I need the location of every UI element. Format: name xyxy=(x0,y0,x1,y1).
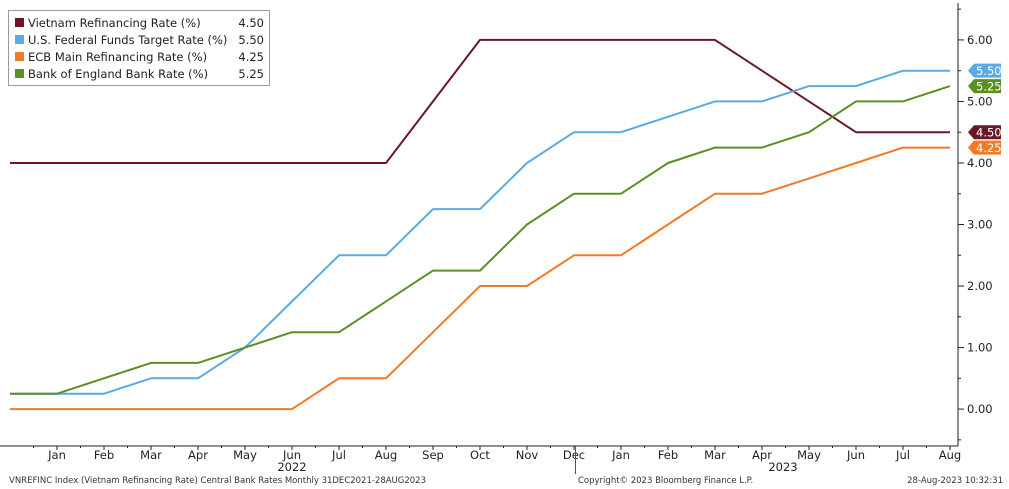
end-label-tag xyxy=(968,125,1001,140)
x-tick-label: Apr xyxy=(188,448,208,462)
y-tick-label: 4.00 xyxy=(967,156,993,170)
x-tick-label: May xyxy=(233,448,257,462)
legend-value: 4.50 xyxy=(238,15,264,30)
legend-item-ecb: ECB Main Refinancing Rate (%) 4.25 xyxy=(15,48,264,65)
footer-source: VNREFINC Index (Vietnam Refinancing Rate… xyxy=(9,476,427,486)
x-tick-label: May xyxy=(797,448,821,462)
legend-swatch xyxy=(15,18,24,27)
end-value-labels: 5.50 5.25 4.504.25 xyxy=(968,63,1002,155)
footer-copyright: Copyright© 2023 Bloomberg Finance L.P. xyxy=(578,476,754,486)
legend-swatch xyxy=(15,52,24,61)
y-tick-label: 5.00 xyxy=(967,94,993,108)
legend-swatch xyxy=(15,35,24,44)
legend-label: Bank of England Bank Rate (%) xyxy=(28,66,209,81)
x-tick-label: Aug xyxy=(375,448,397,462)
x-tick-label: Jun xyxy=(846,448,865,462)
series-lines xyxy=(10,38,951,411)
legend-label: ECB Main Refinancing Rate (%) xyxy=(28,49,208,64)
legend-item-vietnam: Vietnam Refinancing Rate (%) 4.50 xyxy=(15,14,264,31)
x-tick-label: Mar xyxy=(704,448,726,462)
y-tick-label: 6.00 xyxy=(967,33,993,47)
x-tick-label: Aug xyxy=(939,448,961,462)
legend-swatch xyxy=(15,69,24,78)
legend-label: U.S. Federal Funds Target Rate (%) xyxy=(28,32,228,47)
legend-value: 5.25 xyxy=(238,66,264,81)
legend-item-us-fed: U.S. Federal Funds Target Rate (%) 5.50 xyxy=(15,31,264,48)
end-label-text: 5.50 xyxy=(976,64,1002,78)
x-tick-label: Nov xyxy=(516,448,539,462)
series-line-3 xyxy=(10,85,951,395)
end-label-text: 4.50 xyxy=(976,126,1002,140)
x-year-label: 2022 xyxy=(277,460,306,474)
x-tick-label: Jan xyxy=(611,448,630,462)
end-label-text: 4.25 xyxy=(976,141,1002,155)
x-tick-label: Jul xyxy=(331,448,346,462)
y-tick-label: 2.00 xyxy=(967,279,993,293)
x-tick-label: Dec xyxy=(563,448,585,462)
legend-value: 5.50 xyxy=(238,32,264,47)
x-tick-label: Jan xyxy=(47,448,66,462)
legend: Vietnam Refinancing Rate (%) 4.50 U.S. F… xyxy=(8,10,270,86)
y-tick-label: 1.00 xyxy=(967,341,993,355)
x-tick-label: Apr xyxy=(752,448,772,462)
y-tick-label: 0.00 xyxy=(967,402,993,416)
y-tick-label: 3.00 xyxy=(967,218,993,232)
end-label-tag xyxy=(968,140,1001,155)
legend-value: 4.25 xyxy=(238,49,264,64)
end-label-tag xyxy=(968,63,1001,78)
x-tick-label: Mar xyxy=(140,448,162,462)
x-tick-label: Jul xyxy=(895,448,910,462)
series-line-1 xyxy=(10,69,950,395)
x-year-label: 2023 xyxy=(768,460,797,474)
x-tick-label: Sep xyxy=(422,448,444,462)
x-tick-label: Feb xyxy=(94,448,114,462)
legend-label: Vietnam Refinancing Rate (%) xyxy=(28,15,201,30)
x-tick-label: Feb xyxy=(658,448,678,462)
axes: Jan Feb Mar Apr May Jun Jul Aug Sep Oct Nov Dec Jan F… xyxy=(0,3,993,474)
series-line-2 xyxy=(10,146,950,411)
footer-timestamp: 28-Aug-2023 10:32:31 xyxy=(907,476,1003,486)
x-tick-label: Jun xyxy=(282,448,301,462)
x-tick-label: Oct xyxy=(470,448,490,462)
legend-item-boe: Bank of England Bank Rate (%) 5.25 xyxy=(15,65,264,82)
end-label-text: 5.25 xyxy=(976,80,1002,94)
end-label-tag xyxy=(968,79,1001,94)
